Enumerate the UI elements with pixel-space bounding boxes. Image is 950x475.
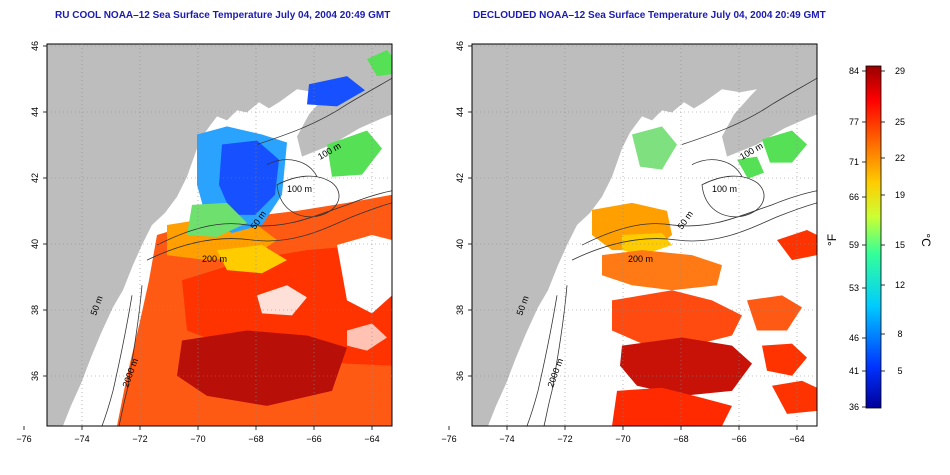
x-tick-label: −64: [364, 434, 379, 444]
fahrenheit-unit-label: °F: [825, 234, 839, 246]
x-tick-label: −76: [441, 434, 456, 444]
x-tick-label: −66: [306, 434, 321, 444]
colorbar-f-label: 77: [849, 117, 859, 127]
celsius-unit-label: °C: [919, 233, 933, 247]
colorbar-f-label: 71: [849, 157, 859, 167]
x-tick-label: −68: [673, 434, 688, 444]
x-tick-label: −76: [16, 434, 31, 444]
colorbar-c-label: 5: [897, 366, 902, 376]
colorbar-f-label: 46: [849, 333, 859, 343]
colorbar-c-label: 25: [895, 117, 905, 127]
x-tick-label: −74: [499, 434, 514, 444]
colorbar-f-label: 66: [849, 192, 859, 202]
colorbar-c-label: 29: [895, 66, 905, 76]
x-tick-label: −72: [132, 434, 147, 444]
y-tick-label: 44: [30, 107, 40, 117]
colorbar: 84 77 71 66 59 53 46 41 36 29 25 22 19 15 12 8 5 °F °C: [825, 65, 933, 412]
y-tick-label: 44: [455, 107, 465, 117]
y-tick-label: 40: [30, 239, 40, 249]
y-tick-label: 38: [455, 305, 465, 315]
colorbar-c-label: 22: [895, 153, 905, 163]
colorbar-c-label: 8: [897, 329, 902, 339]
panel-title-right: DECLOUDED NOAA–12 Sea Surface Temperatur…: [473, 10, 826, 21]
sst-map-left: [47, 44, 392, 426]
x-tick-label: −70: [615, 434, 630, 444]
x-tick-label: −70: [190, 434, 205, 444]
y-tick-label: 46: [455, 41, 465, 51]
colorbar-f-label: 53: [849, 283, 859, 293]
contour-label: 200 m: [202, 254, 227, 264]
colorbar-f-label: 59: [849, 240, 859, 250]
y-tick-label: 42: [30, 173, 40, 183]
y-tick-label: 46: [30, 41, 40, 51]
y-tick-label: 36: [455, 371, 465, 381]
panel-title-left: RU COOL NOAA–12 Sea Surface Temperature …: [55, 10, 391, 21]
contour-label: 100 m: [712, 184, 737, 194]
colorbar-f-label: 41: [849, 366, 859, 376]
y-tick-label: 40: [455, 239, 465, 249]
sst-map-right: [472, 44, 817, 426]
x-tick-label: −72: [557, 434, 572, 444]
x-tick-label: −68: [248, 434, 263, 444]
y-tick-label: 38: [30, 305, 40, 315]
colorbar-f-label: 36: [849, 402, 859, 412]
contour-label: 200 m: [628, 254, 653, 264]
y-tick-label: 36: [30, 371, 40, 381]
x-tick-label: −66: [731, 434, 746, 444]
x-tick-label: −74: [74, 434, 89, 444]
map-frame-left: [46, 43, 393, 427]
contour-label: 100 m: [287, 184, 312, 194]
colorbar-c-label: 15: [895, 240, 905, 250]
colorbar-c-label: 19: [895, 190, 905, 200]
colorbar-c-label: 12: [895, 280, 905, 290]
y-tick-label: 42: [455, 173, 465, 183]
axis-ticks-left: −76 −74 −72 −70 −68 −66 −64 46 44 42 40 38 36: [16, 41, 392, 444]
x-tick-label: −64: [789, 434, 804, 444]
map-frame-right: [471, 43, 818, 427]
axis-ticks-right: −76 −74 −72 −70 −68 −66 −64 46 44 42 40 38 36: [441, 41, 817, 444]
colorbar-f-label: 84: [849, 66, 859, 76]
colorbar-scale: [865, 65, 882, 409]
